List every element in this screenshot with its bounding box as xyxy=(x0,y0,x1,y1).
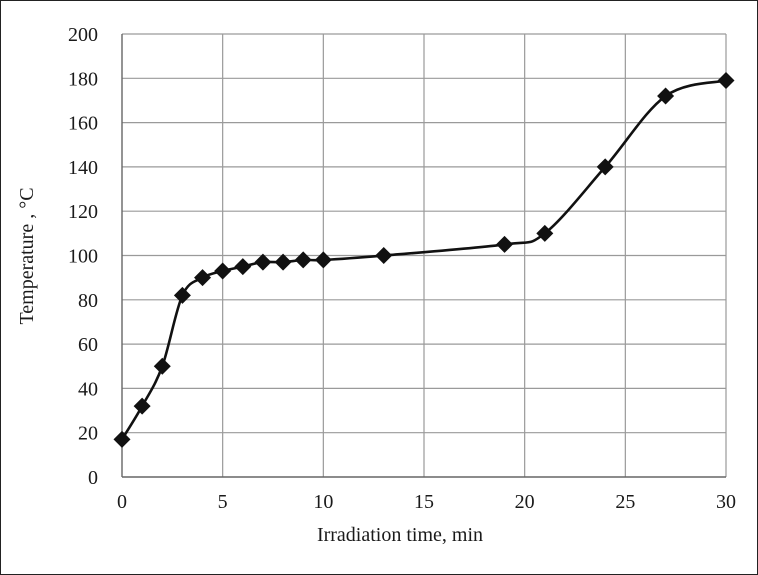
y-tick-label: 0 xyxy=(88,467,98,489)
data-point-marker xyxy=(254,253,272,271)
data-point-marker xyxy=(214,262,232,280)
x-tick-label: 5 xyxy=(218,491,228,513)
grid xyxy=(122,33,727,477)
y-tick-label: 120 xyxy=(68,201,98,223)
y-tick-labels: 0 20 40 60 80 100 120 140 160 180 200 xyxy=(68,24,98,489)
axes xyxy=(121,34,726,478)
data-point-marker xyxy=(596,158,614,176)
y-tick-label: 40 xyxy=(78,378,98,400)
data-point-marker xyxy=(717,72,735,90)
data-point-marker xyxy=(234,258,252,276)
data-point-marker xyxy=(274,253,292,271)
y-tick-label: 140 xyxy=(68,157,98,179)
x-tick-label: 25 xyxy=(615,491,635,513)
y-tick-label: 20 xyxy=(78,423,98,445)
data-point-marker xyxy=(375,247,393,264)
data-point-marker xyxy=(314,251,332,269)
y-tick-label: 180 xyxy=(68,68,98,90)
y-tick-label: 200 xyxy=(68,24,98,46)
x-axis-label: Irradiation time, min xyxy=(317,524,483,546)
data-point-marker xyxy=(194,269,212,287)
data-point-marker xyxy=(536,224,554,242)
x-tick-label: 10 xyxy=(313,491,333,513)
x-tick-label: 20 xyxy=(515,491,535,513)
y-tick-label: 80 xyxy=(78,290,98,312)
data-point-marker xyxy=(153,357,171,375)
x-tick-label: 30 xyxy=(716,491,736,513)
x-tick-label: 0 xyxy=(117,491,127,513)
y-axis-label: Temperature , °C xyxy=(16,187,38,324)
data-point-marker xyxy=(657,87,675,105)
data-point-marker xyxy=(496,235,514,253)
x-tick-labels: 0 5 10 15 20 25 30 xyxy=(117,491,736,513)
y-tick-label: 100 xyxy=(68,246,98,268)
x-tick-label: 15 xyxy=(414,491,434,513)
data-point-marker xyxy=(294,251,312,269)
data-point-marker xyxy=(113,430,131,448)
data-point-marker xyxy=(133,397,151,415)
y-tick-label: 60 xyxy=(78,334,98,356)
data-point-marker xyxy=(173,286,191,304)
data-markers xyxy=(113,72,735,448)
y-tick-label: 160 xyxy=(68,113,98,135)
